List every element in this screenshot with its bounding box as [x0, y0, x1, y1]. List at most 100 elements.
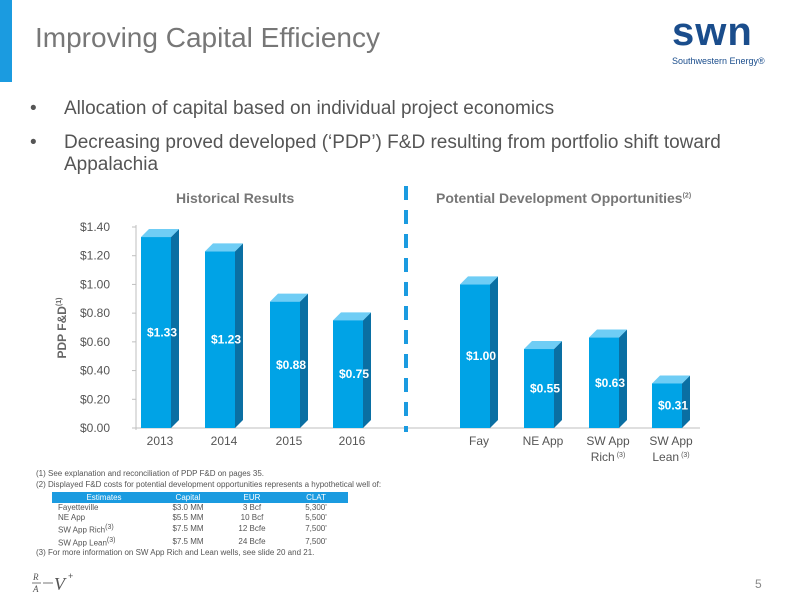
bar-top	[270, 293, 308, 302]
svg-text:A: A	[32, 584, 39, 594]
bar-side	[300, 293, 308, 428]
table-cell: SW App Lean(3)	[52, 536, 156, 549]
table-cell: 12 Bcfe	[238, 524, 266, 534]
table-row: SW App Lean(3) $7.5 MM 24 Bcfe 7,500'	[52, 536, 348, 549]
bar-top	[141, 229, 179, 238]
bar	[524, 349, 554, 428]
table-row: SW App Rich(3) $7.5 MM 12 Bcfe 7,500'	[52, 523, 348, 536]
estimate-name: SW App Lean	[58, 538, 107, 548]
company-logo-subtitle: Southwestern Energy®	[672, 56, 765, 66]
table-cell: $5.5 MM	[172, 513, 204, 522]
page-number: 5	[755, 577, 762, 591]
bar-side	[554, 341, 562, 428]
x-tick-label: 2013	[147, 434, 174, 448]
bar-data-label: $0.55	[530, 382, 560, 396]
y-tick-label: $0.40	[80, 364, 110, 378]
x-tick-label: Lean (3)	[652, 450, 689, 464]
bar-side	[490, 276, 498, 428]
y-axis-title-sup: (1)	[56, 297, 63, 306]
svg-text:R: R	[32, 572, 39, 582]
x-tick-label: SW App	[586, 434, 630, 448]
group-label-text: Potential Development Opportunities	[436, 190, 683, 206]
bar	[589, 337, 619, 428]
y-tick-label: $1.40	[80, 220, 110, 234]
bar	[270, 301, 300, 428]
bar-top	[205, 243, 243, 252]
bottom-brand-icon: R A V +	[32, 571, 73, 594]
table-cell: $7.5 MM	[172, 524, 204, 534]
table-header-cell: CLAT	[284, 492, 348, 503]
x-tick-label-sup: (3)	[681, 452, 690, 459]
title-accent-bar	[0, 0, 12, 82]
bullet-list: • Allocation of capital based on individ…	[30, 98, 790, 188]
x-tick-label: Rich (3)	[591, 450, 626, 464]
table-cell: $3.0 MM	[172, 503, 204, 512]
x-tick-label: NE App	[523, 434, 564, 448]
y-tick-label: $1.20	[80, 249, 110, 263]
bar-top	[460, 276, 498, 285]
bar	[460, 284, 490, 428]
x-tick-label-sup: (3)	[617, 452, 626, 459]
bar	[205, 251, 235, 428]
table-cell: NE App	[52, 513, 156, 523]
group-label-sup: (2)	[682, 192, 692, 200]
group-label-text: Historical Results	[176, 190, 295, 206]
x-tick-label: Fay	[469, 434, 489, 448]
y-tick-label: $0.80	[80, 306, 110, 320]
bar-data-label: $0.31	[658, 399, 688, 413]
table-cell: $7.5 MM	[172, 536, 204, 546]
y-tick-label: $0.20	[80, 392, 110, 406]
table-cell: 7,500'	[305, 536, 327, 546]
estimates-table: Estimates Capital EUR CLAT Fayetteville …	[52, 492, 348, 548]
bar-side	[363, 312, 371, 428]
x-tick-label: 2016	[339, 434, 366, 448]
table-cell: 5,500'	[305, 513, 327, 522]
bar	[652, 383, 682, 428]
bullet-item: • Allocation of capital based on individ…	[30, 98, 790, 120]
bar-data-label: $0.63	[595, 376, 625, 390]
table-cell: Fayetteville	[52, 503, 156, 513]
group-label-historical: Historical Results	[176, 190, 294, 206]
bullet-text: Allocation of capital based on individua…	[64, 98, 555, 119]
estimate-sup: (3)	[105, 524, 114, 531]
footnote-1: (1) See explanation and reconciliation o…	[36, 469, 264, 478]
x-tick-label: 2014	[211, 434, 238, 448]
table-row: NE App $5.5 MM 10 Bcf 5,500'	[52, 513, 348, 523]
estimate-sup: (3)	[106, 536, 116, 544]
footnote-2: (2) Displayed F&D costs for potential de…	[36, 480, 382, 489]
estimate-name: SW App Rich	[58, 525, 106, 535]
y-axis-title: PDP F&D(1)	[55, 297, 69, 358]
table-cell: 24 Bcfe	[238, 536, 266, 546]
table-cell: 10 Bcf	[240, 513, 264, 522]
table-cell: 7,500'	[305, 524, 327, 534]
bar-top	[524, 341, 562, 350]
title-bar: Improving Capital Efficiency swn Southwe…	[0, 0, 800, 82]
bar-data-label: $1.33	[147, 326, 177, 340]
bullet-dot: •	[30, 132, 37, 153]
bar	[141, 237, 171, 428]
footnote-3: (3) For more information on SW App Rich …	[36, 548, 315, 557]
table-cell: 3 Bcf	[242, 503, 262, 512]
bar-side	[171, 229, 179, 428]
svg-text:+: +	[68, 571, 73, 581]
svg-text:V: V	[54, 574, 67, 594]
bar-top	[652, 375, 690, 384]
page-title: Improving Capital Efficiency	[35, 22, 380, 53]
bar-side	[235, 243, 243, 428]
y-tick-label: $1.00	[80, 277, 110, 291]
y-tick-label: $0.60	[80, 335, 110, 349]
estimate-name: Fayetteville	[58, 503, 99, 512]
bullet-dot: •	[30, 98, 37, 119]
bar-top	[589, 329, 627, 338]
bar-side	[619, 329, 627, 428]
bar-side	[682, 375, 690, 428]
table-cell: 5,300'	[305, 503, 327, 512]
group-label-potential: Potential Development Opportunities(2)	[436, 190, 691, 206]
x-tick-label: SW App	[649, 434, 693, 448]
bar-data-label: $1.23	[211, 333, 241, 347]
x-tick-label: 2015	[276, 434, 303, 448]
bullet-text: Decreasing proved developed (‘PDP’) F&D …	[64, 132, 721, 175]
bar-top	[333, 312, 371, 321]
bullet-item: • Decreasing proved developed (‘PDP’) F&…	[30, 132, 790, 176]
table-header-cell: Capital	[156, 492, 220, 503]
